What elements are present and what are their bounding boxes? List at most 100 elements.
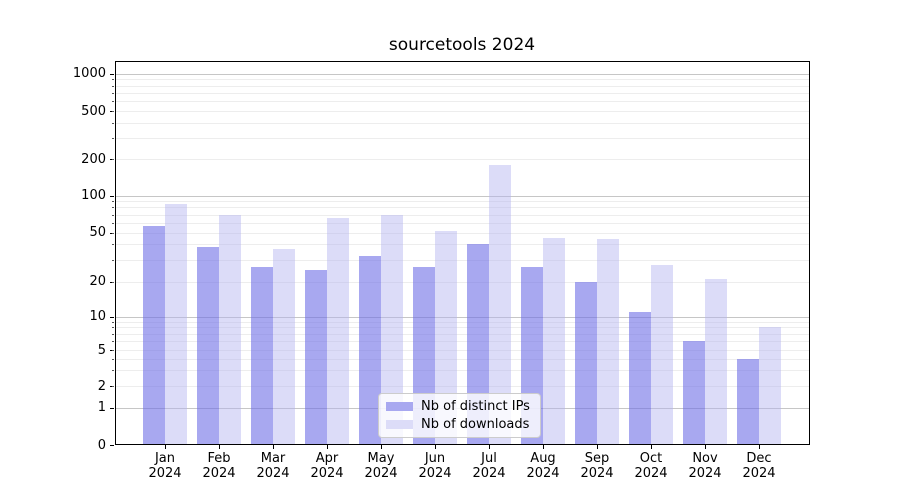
legend-swatch-downloads	[386, 420, 413, 429]
bar-distinct-ips-jan	[143, 225, 165, 445]
minor-gridline	[114, 333, 810, 335]
x-tick-mark	[327, 445, 328, 449]
y-minor-tick-mark	[112, 222, 114, 224]
y-minor-tick-mark	[112, 92, 114, 94]
bar-distinct-ips-dec	[737, 358, 759, 445]
legend-item-downloads: Nb of downloads	[386, 417, 533, 432]
minor-gridline	[114, 281, 810, 283]
bar-downloads-jul	[489, 165, 511, 445]
minor-gridline	[114, 122, 810, 124]
bar-distinct-ips-sep	[575, 281, 597, 445]
minor-gridline	[114, 232, 810, 234]
minor-gridline	[114, 259, 810, 261]
x-tick-label: Feb 2024	[202, 451, 236, 481]
x-tick-label: Jun 2024	[418, 451, 452, 481]
x-tick-label: Sep 2024	[580, 451, 614, 481]
y-minor-tick-mark	[112, 232, 114, 234]
y-minor-tick-mark	[112, 159, 114, 160]
legend-label-downloads: Nb of downloads	[421, 417, 530, 432]
chart-title: sourcetools 2024	[388, 35, 536, 55]
minor-gridline	[114, 321, 810, 323]
y-minor-tick-mark	[112, 201, 114, 203]
y-minor-tick-mark	[112, 137, 114, 139]
y-minor-tick-mark	[112, 85, 114, 87]
bar-downloads-jun	[435, 231, 457, 445]
x-tick-label: Aug 2024	[526, 451, 560, 481]
x-tick-mark	[651, 445, 652, 449]
y-minor-tick-mark	[112, 350, 114, 351]
minor-gridline	[114, 222, 810, 224]
legend-item-distinct-ips: Nb of distinct IPs	[386, 399, 533, 414]
minor-gridline	[114, 79, 810, 81]
x-tick-label: Dec 2024	[742, 451, 776, 481]
y-minor-tick-mark	[112, 341, 114, 343]
bar-downloads-dec	[759, 327, 781, 445]
bar-distinct-ips-nov	[683, 341, 705, 445]
bar-downloads-aug	[543, 238, 565, 445]
y-minor-tick-mark	[112, 333, 114, 335]
minor-gridline	[114, 386, 810, 387]
y-tick-label: 1000	[72, 66, 106, 81]
y-tick-label: 1	[97, 400, 106, 415]
y-minor-tick-mark	[112, 358, 114, 360]
y-minor-tick-mark	[112, 122, 114, 124]
y-minor-tick-mark	[112, 207, 114, 209]
y-minor-tick-mark	[112, 370, 114, 372]
bar-distinct-ips-mar	[251, 267, 273, 445]
minor-gridline	[114, 358, 810, 360]
x-tick-label: Nov 2024	[688, 451, 722, 481]
legend-swatch-distinct-ips	[386, 402, 413, 411]
x-tick-label: May 2024	[364, 451, 398, 481]
y-minor-tick-mark	[112, 327, 114, 329]
x-tick-mark	[489, 445, 490, 449]
y-minor-tick-mark	[112, 101, 114, 103]
y-tick-label: 20	[89, 274, 106, 289]
y-tick-label: 5	[97, 342, 106, 358]
x-tick-mark	[219, 445, 220, 449]
y-minor-tick-mark	[112, 214, 114, 216]
plot-area	[114, 61, 810, 445]
bar-downloads-oct	[651, 265, 673, 445]
minor-gridline	[114, 111, 810, 112]
minor-gridline	[114, 350, 810, 351]
x-tick-label: Mar 2024	[256, 451, 290, 481]
y-minor-tick-mark	[112, 281, 114, 283]
y-tick-label: 100	[81, 188, 106, 203]
minor-gridline	[114, 85, 810, 87]
minor-gridline	[114, 201, 810, 203]
bar-downloads-nov	[705, 278, 727, 445]
x-tick-mark	[381, 445, 382, 449]
bar-downloads-apr	[327, 217, 349, 445]
y-tick-mark	[110, 73, 114, 75]
bar-downloads-feb	[219, 214, 241, 445]
y-minor-tick-mark	[112, 259, 114, 261]
minor-gridline	[114, 207, 810, 209]
major-gridline	[114, 195, 810, 197]
x-tick-mark	[273, 445, 274, 449]
minor-gridline	[114, 137, 810, 139]
bar-downloads-may	[381, 214, 403, 445]
x-tick-mark	[165, 445, 166, 449]
y-tick-label: 10	[89, 309, 106, 324]
y-minor-tick-mark	[112, 386, 114, 387]
legend: Nb of distinct IPs Nb of downloads	[378, 393, 541, 438]
bar-distinct-ips-feb	[197, 247, 219, 445]
x-tick-mark	[597, 445, 598, 449]
y-minor-tick-mark	[112, 111, 114, 112]
x-tick-mark	[543, 445, 544, 449]
y-tick-label: 200	[81, 151, 106, 167]
minor-gridline	[114, 92, 810, 94]
y-minor-tick-mark	[112, 321, 114, 323]
bar-downloads-sep	[597, 239, 619, 445]
y-tick-mark	[110, 195, 114, 197]
x-tick-label: Jan 2024	[148, 451, 182, 481]
bar-downloads-jan	[165, 204, 187, 445]
x-tick-mark	[435, 445, 436, 449]
x-tick-label: Jul 2024	[472, 451, 506, 481]
y-minor-tick-mark	[112, 244, 114, 246]
y-tick-label: 50	[89, 225, 106, 240]
minor-gridline	[114, 341, 810, 343]
bar-distinct-ips-oct	[629, 311, 651, 445]
minor-gridline	[114, 244, 810, 246]
